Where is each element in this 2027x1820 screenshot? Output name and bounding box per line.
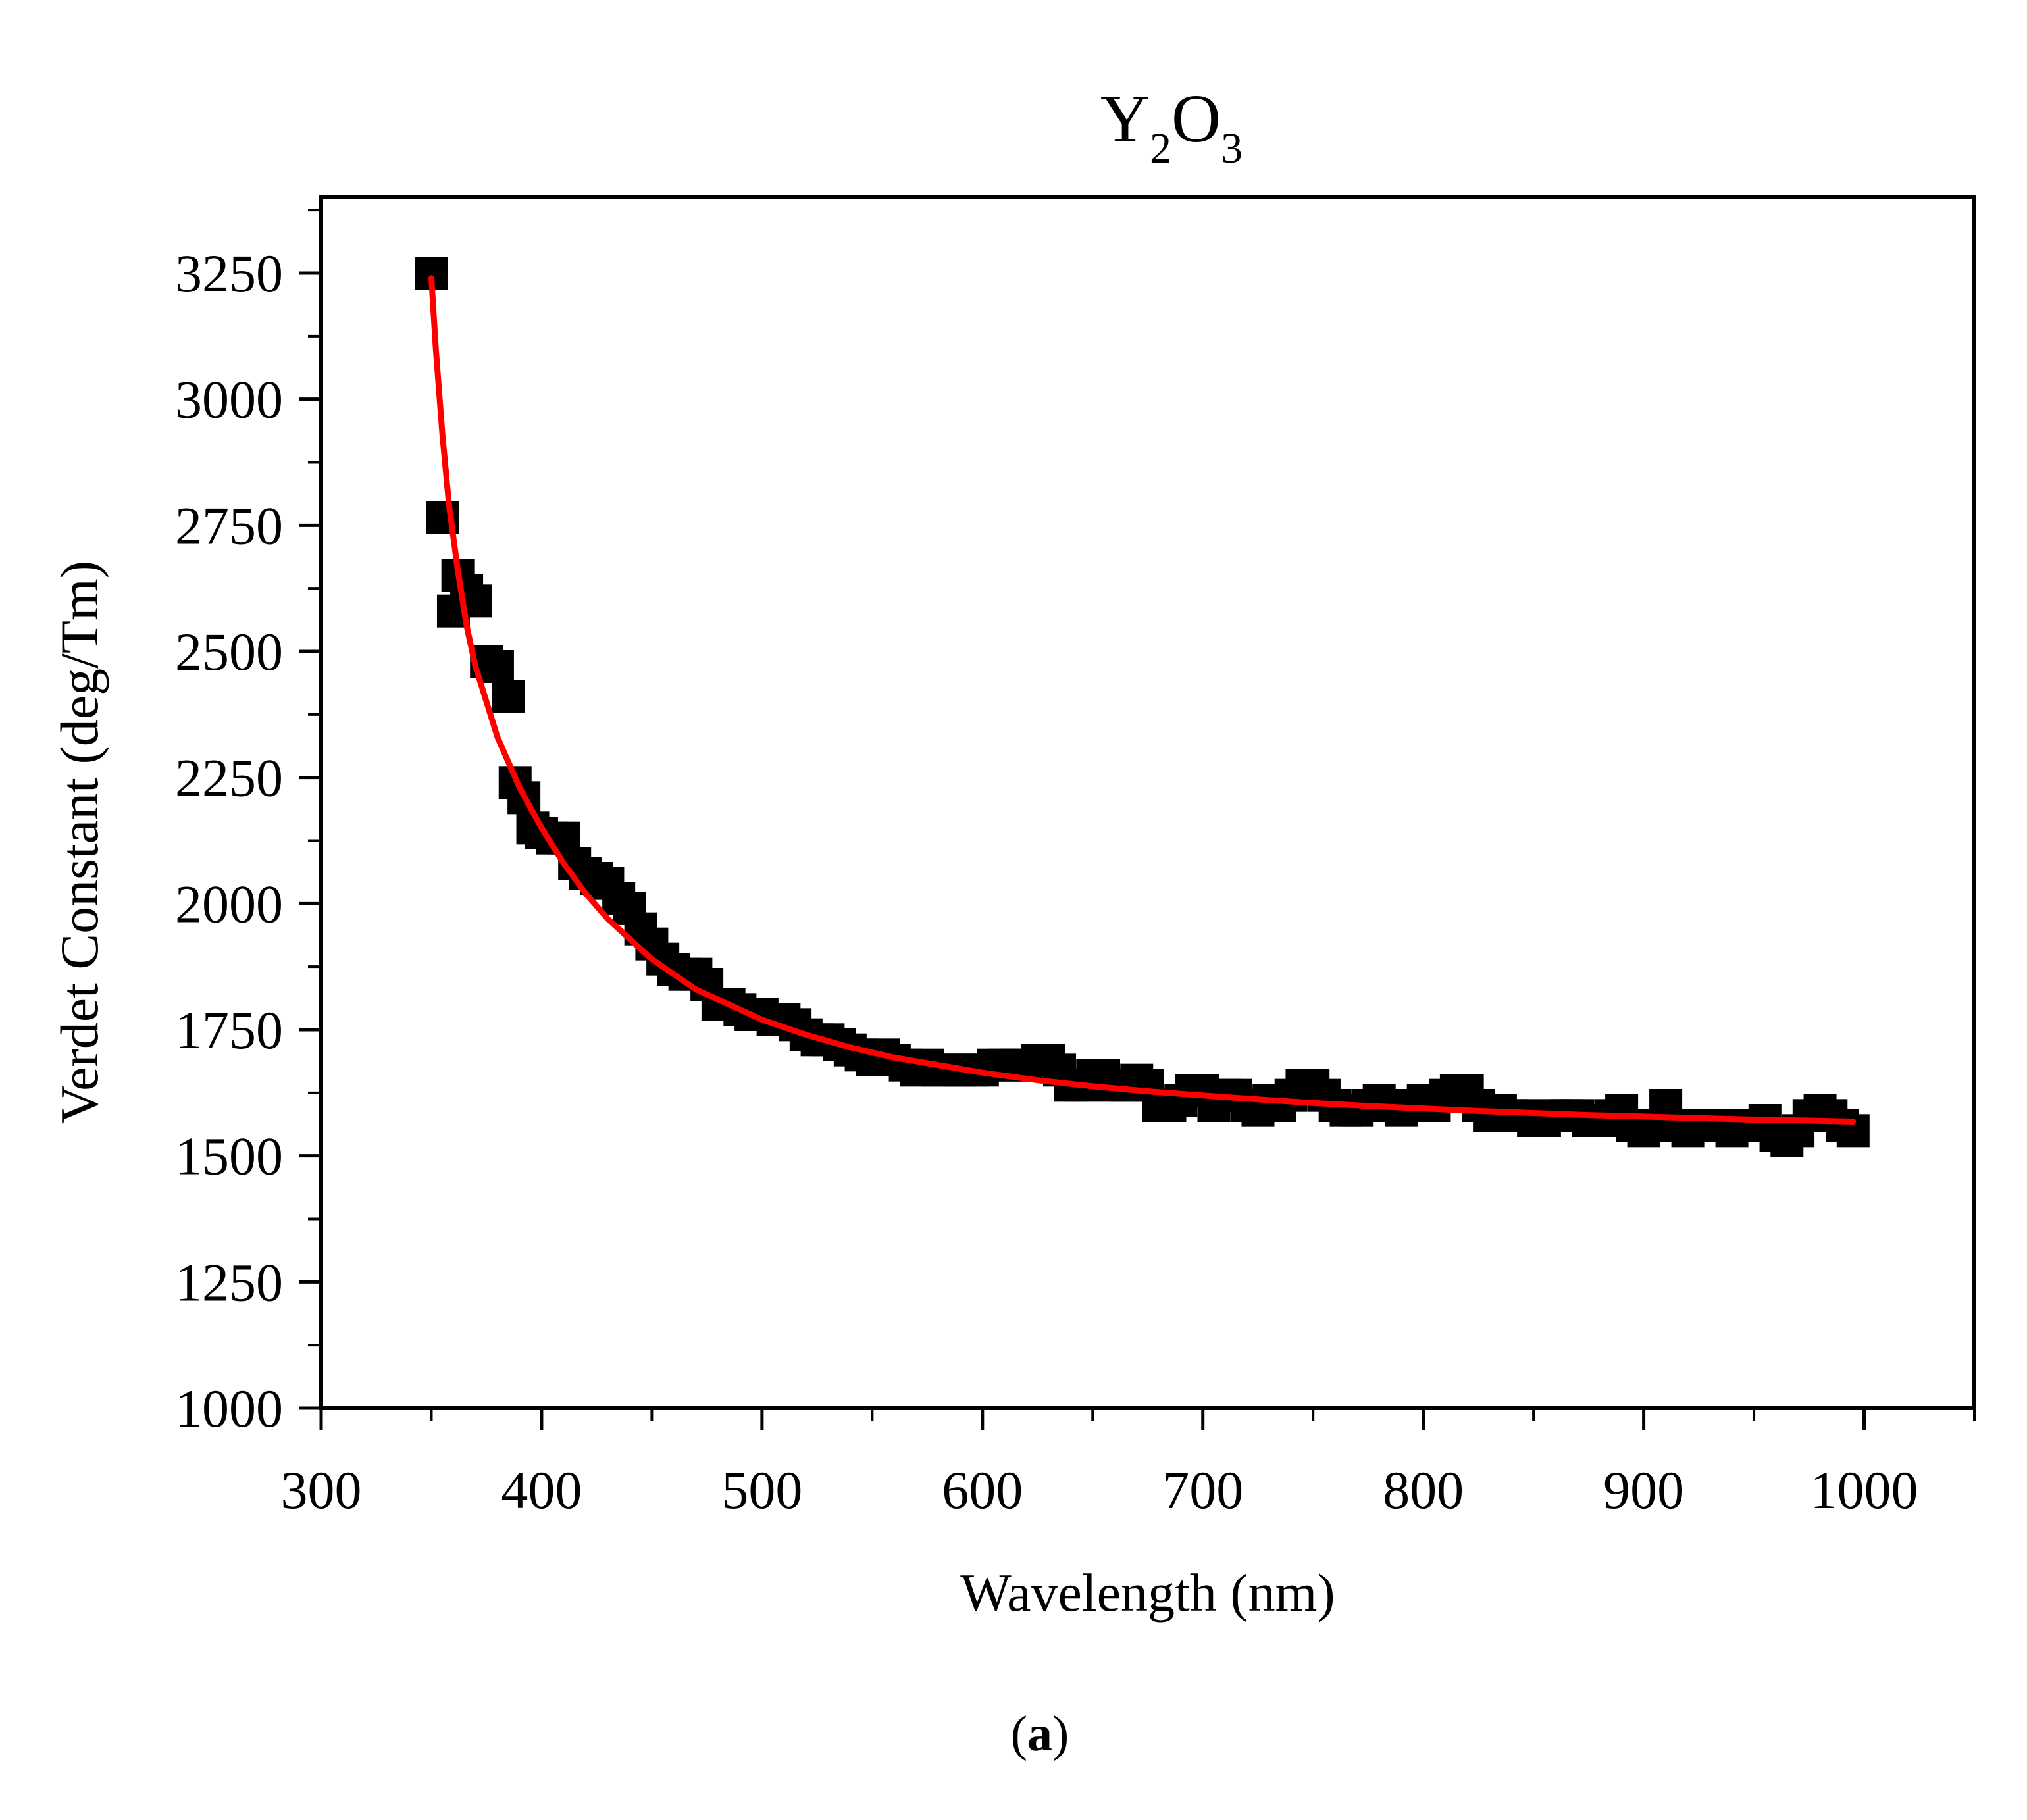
- panel-label-close-paren: ): [1052, 1706, 1069, 1761]
- y-tick-label: 1000: [175, 1378, 283, 1438]
- fit-curve-line: [428, 275, 1857, 1125]
- y-tick-label: 3250: [175, 243, 283, 303]
- plot-frame: [319, 195, 1976, 1410]
- panel-label: (a): [1011, 1706, 1069, 1761]
- y-tick-label: 1500: [175, 1126, 283, 1186]
- y-tick-label: 3000: [175, 370, 283, 430]
- y-tick-label: 1250: [175, 1252, 283, 1312]
- data-point: [480, 650, 514, 683]
- x-tick-label: 600: [942, 1460, 1023, 1520]
- chart-title-subscript-3: 3: [1221, 124, 1243, 172]
- chart-title-o: O: [1171, 81, 1221, 157]
- x-axis-title: Wavelength (nm): [960, 1563, 1335, 1623]
- panel-label-open-paren: (: [1011, 1706, 1027, 1761]
- panel-label-letter: a: [1027, 1706, 1052, 1761]
- x-tick-label: 300: [281, 1460, 362, 1520]
- chart-title: Y2O3: [1100, 81, 1243, 172]
- chart-title-y: Y: [1100, 81, 1150, 157]
- x-tick-label: 800: [1383, 1460, 1464, 1520]
- axis-tick-labels: 300 400 500 600 700 800 900 1000 1000 1250 1500 175…: [175, 243, 1918, 1520]
- data-point: [492, 680, 525, 713]
- x-tick-label: 500: [721, 1460, 802, 1520]
- x-tick-label: 700: [1162, 1460, 1243, 1520]
- chart-title-subscript-2: 2: [1150, 124, 1171, 172]
- y-tick-label: 2000: [175, 874, 283, 934]
- y-axis-title: Verdet Constant (deg/Tm): [49, 561, 109, 1124]
- x-tick-label: 1000: [1810, 1460, 1918, 1520]
- x-tick-label: 900: [1603, 1460, 1684, 1520]
- y-tick-label: 1750: [175, 1000, 283, 1060]
- fit-curve-layer: [428, 275, 1857, 1125]
- x-tick-label: 400: [501, 1460, 582, 1520]
- axis-ticks: [299, 209, 1976, 1430]
- y-tick-label: 2250: [175, 748, 283, 808]
- y-tick-label: 2750: [175, 495, 283, 555]
- y-tick-label: 2500: [175, 622, 283, 682]
